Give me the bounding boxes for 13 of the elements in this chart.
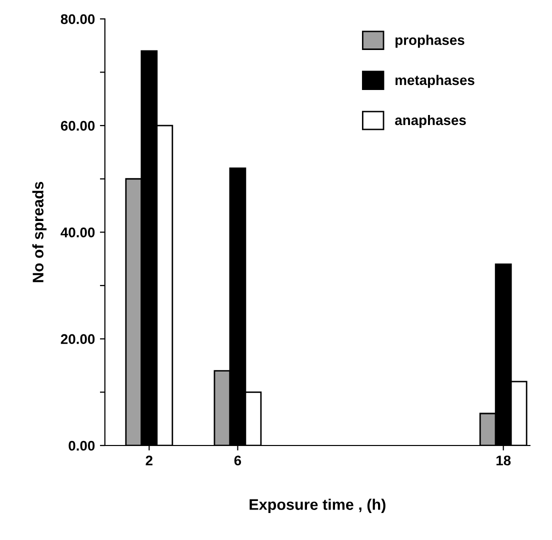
x-axis-title: Exposure time , (h) — [250, 498, 386, 513]
legend-label: prophases — [396, 34, 464, 48]
x-tick-label: 6 — [234, 456, 242, 466]
y-tick-label: 40.00 — [60, 228, 95, 238]
y-tick-label: 60.00 — [60, 120, 95, 131]
y-tick-label: 80.00 — [60, 14, 95, 24]
legend-label: metaphases — [396, 74, 474, 88]
x-tick-label: 2 — [146, 456, 152, 466]
y-axis-title: No of spreads — [32, 182, 47, 282]
legend-label: anaphases — [395, 114, 466, 128]
y-tick-label: 0.00 — [68, 440, 95, 451]
y-tick-label: 20.00 — [60, 334, 95, 344]
x-tick-label: 18 — [496, 456, 511, 466]
